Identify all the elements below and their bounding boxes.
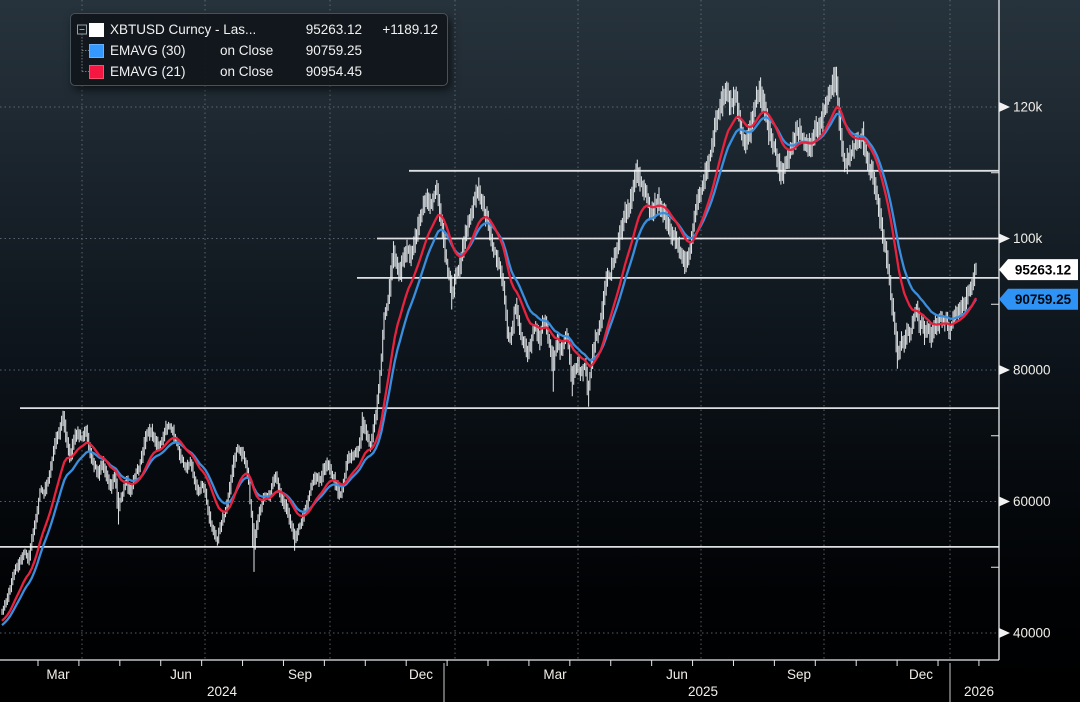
series-swatch-emavg30 (89, 43, 104, 58)
series-change-price: +1189.12 (382, 22, 438, 37)
series-label-emavg30: EMAVG (30) (110, 43, 186, 58)
x-axis-month-label: Jun (170, 667, 192, 682)
legend-row-emavg21[interactable]: EMAVG (21) on Close 90954.45 (89, 61, 437, 82)
y-axis-label: 100k (1013, 231, 1043, 246)
emavg21-line (1, 106, 978, 622)
x-axis-month-label: Mar (543, 667, 567, 682)
y-tick-arrow-icon (999, 102, 1010, 112)
series-basis-emavg21: on Close (220, 64, 274, 79)
legend-tree-expander-icon[interactable] (75, 22, 91, 86)
series-label-price: XBTUSD Curncy - Las... (110, 22, 257, 37)
y-axis-label: 60000 (1013, 494, 1051, 509)
series-value-price: 95263.12 (305, 22, 362, 37)
emavg30-line (1, 112, 977, 626)
series-label-emavg21: EMAVG (21) (110, 64, 186, 79)
y-tick-arrow-icon (999, 365, 1010, 375)
ema30-price-badge (999, 288, 1078, 310)
x-axis-year-label: 2025 (688, 684, 718, 699)
y-tick-arrow-icon (999, 496, 1010, 507)
price-badge-text: 90759.25 (1015, 292, 1072, 307)
legend-box: XBTUSD Curncy - Las... 95263.12 +1189.12… (70, 13, 448, 86)
y-axis-label: 40000 (1013, 626, 1051, 641)
y-axis-label: 80000 (1013, 363, 1051, 378)
y-tick-arrow-icon (999, 628, 1010, 638)
x-axis-year-label: 2026 (964, 684, 994, 699)
legend-row-emavg30[interactable]: EMAVG (30) on Close 90759.25 (89, 40, 437, 61)
x-axis-month-label: Dec (409, 667, 433, 682)
series-swatch-emavg21 (89, 64, 104, 79)
last-price-badge (999, 259, 1078, 281)
y-axis-label: 120k (1013, 100, 1043, 115)
x-axis-month-label: Mar (46, 667, 70, 682)
series-swatch-price (89, 22, 104, 37)
price-bars-series (1, 66, 977, 615)
series-value-emavg30: 90759.25 (305, 43, 362, 58)
x-axis-month-label: Dec (909, 667, 933, 682)
series-value-emavg21: 90954.45 (305, 64, 362, 79)
y-tick-arrow-icon (999, 233, 1010, 244)
price-badge-text: 95263.12 (1015, 262, 1071, 277)
series-basis-emavg30: on Close (220, 43, 274, 58)
x-axis-month-label: Sep (787, 667, 811, 682)
legend-row-last-price[interactable]: XBTUSD Curncy - Las... 95263.12 +1189.12 (89, 19, 438, 40)
x-axis-month-label: Sep (288, 667, 312, 682)
x-axis-month-label: Jun (666, 667, 688, 682)
x-axis-year-label: 2024 (207, 684, 238, 699)
